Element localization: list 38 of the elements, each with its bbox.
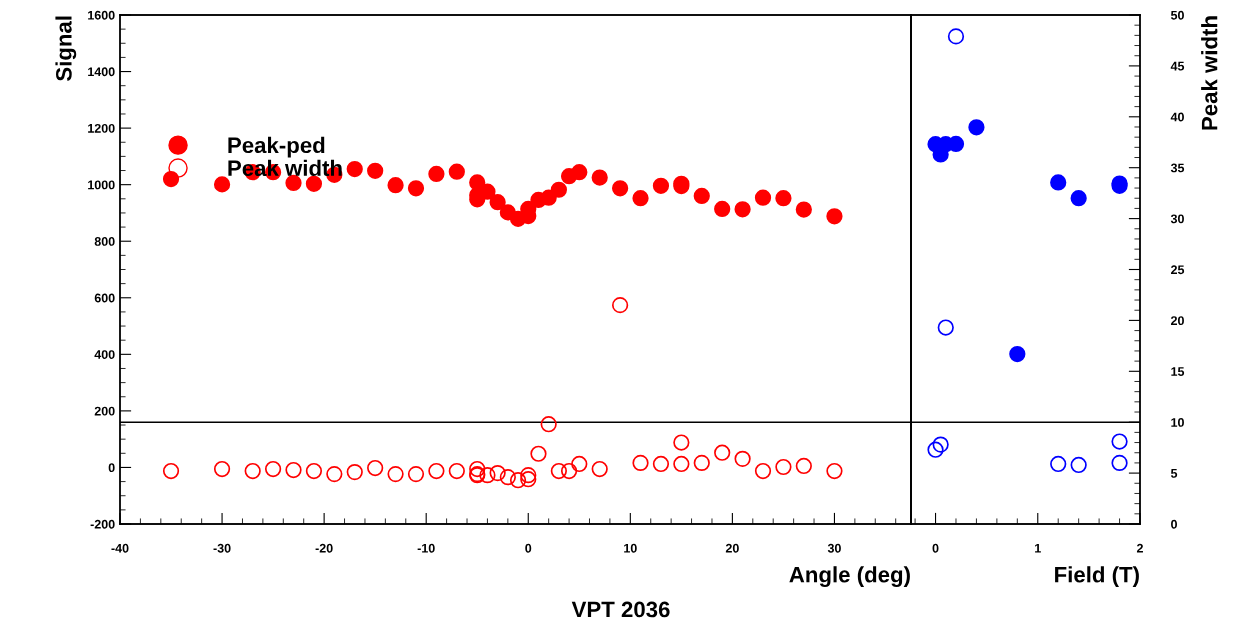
- x-tick-label: 20: [725, 543, 739, 553]
- y-tick-label: 800: [94, 237, 115, 246]
- text: VPT 2036: [571, 601, 670, 618]
- y-tick-label: 1400: [88, 67, 115, 77]
- x-axis-title: Field (T): [1055, 566, 1139, 587]
- y2-tick-label: 0: [1171, 519, 1177, 529]
- y2-tick-label: 5: [1170, 469, 1178, 478]
- y-axis-title: Signal: [55, 16, 77, 82]
- y-tick-label: 0: [108, 463, 115, 473]
- y2-tick-label: 20: [1170, 316, 1184, 326]
- y-tick-label: -200: [90, 519, 115, 529]
- x-tick-label: 30: [827, 543, 841, 553]
- y2-tick-label: 10: [1171, 418, 1184, 427]
- y2-tick-label: 30: [1170, 214, 1184, 224]
- y2-tick-label: 40: [1170, 112, 1184, 122]
- x-tick-label: 2: [1136, 543, 1143, 553]
- x-tick-label: 1: [1035, 543, 1041, 553]
- y2-tick-label: 50: [1170, 10, 1184, 20]
- y-tick-label: 600: [94, 293, 115, 303]
- x-tick-label: -20: [315, 543, 333, 553]
- y-tick-label: 200: [94, 406, 115, 416]
- y2-tick-label: 25: [1170, 265, 1185, 275]
- x-tick-label: 10: [624, 543, 637, 553]
- x-tick-label: -30: [213, 543, 231, 553]
- x-tick-label: -40: [111, 543, 129, 553]
- x-axis-title: Angle (deg): [789, 566, 910, 588]
- y2-axis-title: Peak width: [1201, 16, 1218, 130]
- y-tick-label: 1200: [88, 123, 115, 133]
- y-tick-label: 1000: [88, 180, 115, 190]
- x-tick-label: 0: [525, 543, 532, 553]
- x-tick-label: 0: [932, 543, 939, 553]
- y-tick-label: 1600: [88, 10, 115, 20]
- y2-tick-label: 15: [1171, 367, 1185, 376]
- x-tick-label: -10: [417, 543, 435, 553]
- y2-tick-label: 35: [1170, 163, 1185, 173]
- legend-label: Peak-ped: [228, 136, 325, 158]
- y-tick-label: 400: [94, 350, 115, 359]
- y2-tick-label: 45: [1170, 61, 1185, 71]
